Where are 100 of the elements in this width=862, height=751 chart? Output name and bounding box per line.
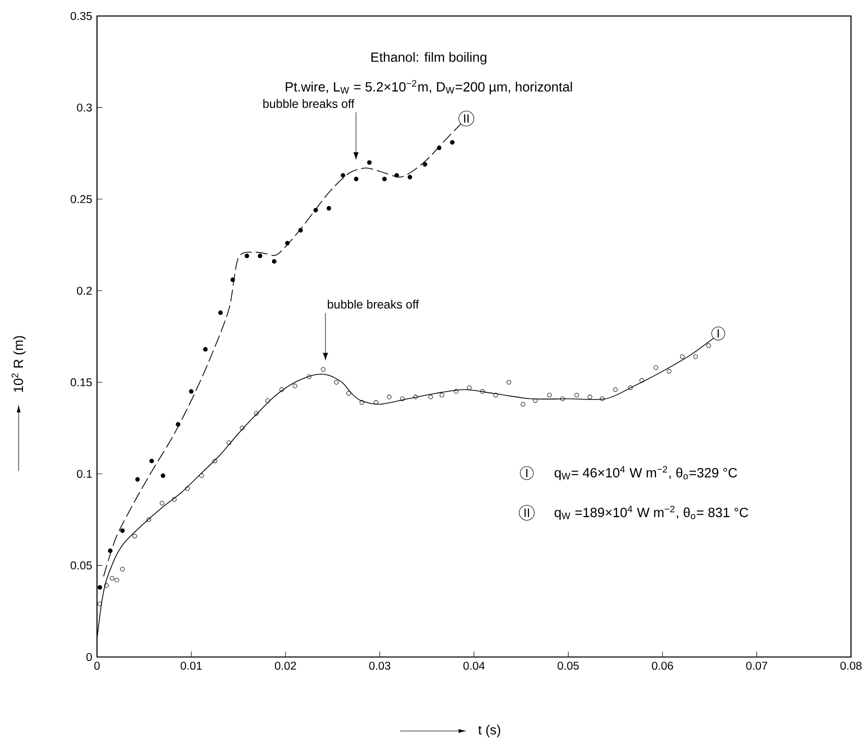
point xyxy=(506,380,512,385)
x-tick-label: 0.08 xyxy=(840,662,862,670)
point xyxy=(285,240,290,246)
point xyxy=(532,398,538,403)
point xyxy=(354,176,358,182)
point xyxy=(574,392,579,398)
point xyxy=(320,367,326,372)
text: q$_{W}$ =189×10$^{4}$ W m$^{−2}$, θ$_{o}$= 831 °C xyxy=(554,506,748,520)
x-tick-label: 0.04 xyxy=(463,662,485,670)
series-label: II xyxy=(464,114,469,123)
point xyxy=(560,396,565,402)
x-tick-label: 0 xyxy=(94,662,100,670)
point xyxy=(588,394,592,400)
point xyxy=(436,146,442,150)
text: I xyxy=(526,468,528,478)
point xyxy=(313,208,318,212)
y-tick-label: 0.35 xyxy=(70,12,92,20)
text: Pt.wire, L$_{W}$ = 5.2×10$^{−2}$m, D$_{W}$=200 µm, horizontal xyxy=(286,80,572,94)
annotation: bubble breaks off xyxy=(328,300,419,309)
y-tick-label: 0.05 xyxy=(70,561,92,570)
point xyxy=(108,548,112,554)
point xyxy=(360,400,364,405)
point xyxy=(135,477,140,482)
x-tick-label: 0.01 xyxy=(180,662,202,670)
point xyxy=(203,347,208,352)
point xyxy=(706,343,711,348)
point xyxy=(188,389,194,394)
x-tick-label: 0.06 xyxy=(652,662,674,670)
point xyxy=(120,566,125,572)
y-tick-label: 0.2 xyxy=(76,286,92,295)
y-tick-label: 0.3 xyxy=(76,104,92,112)
point xyxy=(272,259,276,264)
point xyxy=(149,458,154,464)
point xyxy=(98,602,102,606)
point xyxy=(254,411,259,416)
text: II xyxy=(524,508,530,517)
y-tick-label: 0.15 xyxy=(70,378,92,386)
point xyxy=(244,254,250,258)
point xyxy=(493,392,498,398)
point xyxy=(240,426,244,430)
point xyxy=(600,396,604,402)
text: q$_{W}$= 46×10$^{4}$ W m$^{−2}$, θ$_{o}$=329 °C xyxy=(554,466,738,480)
point xyxy=(428,394,433,400)
point xyxy=(450,140,455,145)
point xyxy=(346,391,351,396)
point xyxy=(639,378,644,383)
y-tick-label: 0 xyxy=(86,652,92,662)
point xyxy=(520,402,526,407)
point xyxy=(394,173,399,178)
point xyxy=(176,422,180,427)
x-tick-label: 0.05 xyxy=(558,662,579,670)
point xyxy=(382,176,387,182)
point xyxy=(265,398,270,403)
point xyxy=(226,440,232,445)
x-axis-title: t (s) xyxy=(478,724,500,738)
point xyxy=(408,174,412,180)
point xyxy=(218,310,223,315)
point xyxy=(374,400,378,405)
point xyxy=(298,228,303,233)
x-tick-label: 0.03 xyxy=(369,662,390,670)
point xyxy=(120,528,125,533)
point xyxy=(440,392,444,398)
point xyxy=(114,578,120,582)
point xyxy=(199,473,204,478)
y-axis-title: 10$^{2}$ R (m) xyxy=(12,336,26,392)
point xyxy=(212,458,218,464)
point xyxy=(654,365,658,370)
x-tick-label: 0.02 xyxy=(274,662,296,670)
point xyxy=(160,473,166,478)
point xyxy=(666,369,672,374)
point xyxy=(680,354,685,359)
point xyxy=(454,389,458,394)
point xyxy=(110,576,114,581)
point xyxy=(386,394,392,400)
point xyxy=(628,386,633,390)
point xyxy=(326,206,332,211)
x-tick-label: 0.07 xyxy=(746,662,768,670)
point xyxy=(422,162,428,167)
point xyxy=(547,392,552,398)
point xyxy=(258,254,262,258)
point xyxy=(400,396,405,402)
point xyxy=(146,517,152,522)
point xyxy=(98,585,102,590)
point xyxy=(480,389,485,394)
series-label: I xyxy=(718,329,719,338)
point xyxy=(334,380,339,385)
point xyxy=(230,277,235,282)
point xyxy=(467,386,472,390)
point xyxy=(306,374,312,380)
point xyxy=(185,486,190,491)
point xyxy=(693,354,698,359)
y-tick-label: 0.25 xyxy=(70,195,92,204)
point xyxy=(367,160,372,165)
point xyxy=(340,173,346,178)
point xyxy=(613,387,618,392)
point xyxy=(160,500,164,506)
point xyxy=(132,534,137,538)
annotation: bubble breaks off xyxy=(263,99,354,108)
text: Ethanol: film boiling xyxy=(371,52,486,65)
point xyxy=(279,387,284,392)
